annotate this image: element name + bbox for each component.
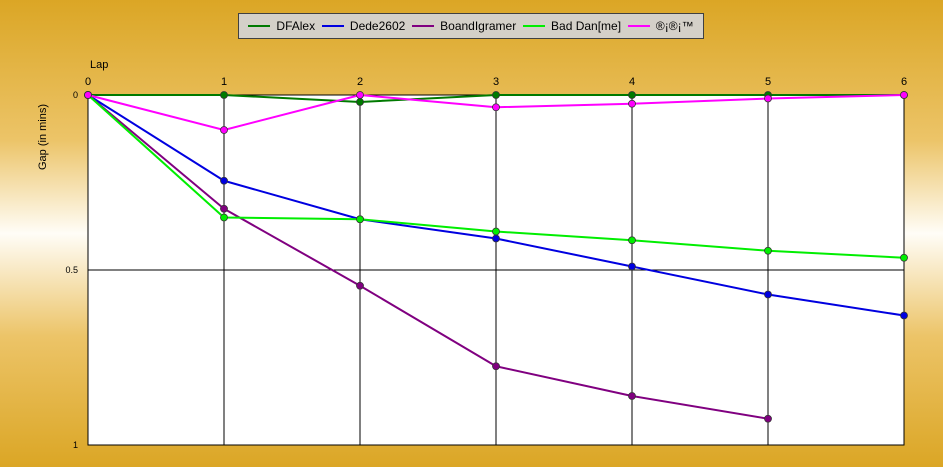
x-tick-label: 6 xyxy=(901,76,907,88)
data-point xyxy=(492,91,500,99)
legend-item: Dede2602 xyxy=(321,19,406,33)
data-point xyxy=(764,246,772,255)
series-line xyxy=(87,94,769,420)
x-tick-label: 1 xyxy=(221,76,227,88)
legend-item: BoandIgramer xyxy=(412,19,516,33)
data-point xyxy=(220,204,228,213)
chart-legend: DFAlex Dede2602 BoandIgramer Bad Dan[me] ®¡®… xyxy=(238,13,704,39)
x-tick-label: 5 xyxy=(765,76,771,88)
y-tick-label: 0.5 xyxy=(65,265,78,275)
legend-label: BoandIgramer xyxy=(440,19,517,33)
legend-swatch xyxy=(248,25,271,27)
data-point xyxy=(220,213,228,222)
legend-swatch xyxy=(321,25,344,27)
data-point xyxy=(492,227,500,236)
data-point xyxy=(764,414,772,423)
series-Bad Dan[me] xyxy=(84,91,908,262)
data-point xyxy=(492,234,500,243)
data-point xyxy=(900,253,908,262)
legend-swatch xyxy=(523,25,546,27)
x-tick-label: 0 xyxy=(85,76,91,88)
x-tick-label: 4 xyxy=(629,76,635,88)
series-BoandIgramer xyxy=(84,91,772,423)
data-point xyxy=(220,126,228,134)
series-®¡®¡™ xyxy=(84,91,908,134)
legend-item: Bad Dan[me] xyxy=(523,19,621,33)
data-point xyxy=(628,236,636,245)
data-point xyxy=(84,91,92,99)
data-point xyxy=(356,91,364,99)
legend-label: Dede2602 xyxy=(349,19,406,33)
legend-item: DFAlex xyxy=(248,19,315,33)
legend-item: ®¡®¡™ xyxy=(627,19,694,33)
data-point xyxy=(764,94,772,103)
data-point xyxy=(900,91,908,99)
series-layer xyxy=(84,91,908,423)
data-point xyxy=(356,215,364,224)
data-point xyxy=(356,281,364,290)
x-tick-label: 3 xyxy=(493,76,499,88)
data-point xyxy=(492,362,500,371)
data-point xyxy=(628,91,636,99)
legend-swatch xyxy=(627,25,650,27)
data-point xyxy=(628,99,636,108)
data-point xyxy=(628,262,636,271)
data-point xyxy=(492,103,500,112)
y-tick-label: 1 xyxy=(73,440,78,450)
data-point xyxy=(220,91,228,99)
x-tick-label: 2 xyxy=(357,76,363,88)
y-tick-label: 0 xyxy=(73,90,78,100)
data-point xyxy=(220,176,228,185)
legend-label: Bad Dan[me] xyxy=(551,19,622,33)
data-point xyxy=(764,290,772,299)
data-point xyxy=(900,311,908,320)
x-axis-label: Lap xyxy=(90,59,108,71)
data-point xyxy=(628,392,636,400)
legend-label: ®¡®¡™ xyxy=(655,19,694,33)
data-point xyxy=(356,98,364,106)
legend-label: DFAlex xyxy=(276,19,316,33)
y-axis-label: Gap (in mins) xyxy=(37,104,49,170)
legend-swatch xyxy=(412,25,435,27)
